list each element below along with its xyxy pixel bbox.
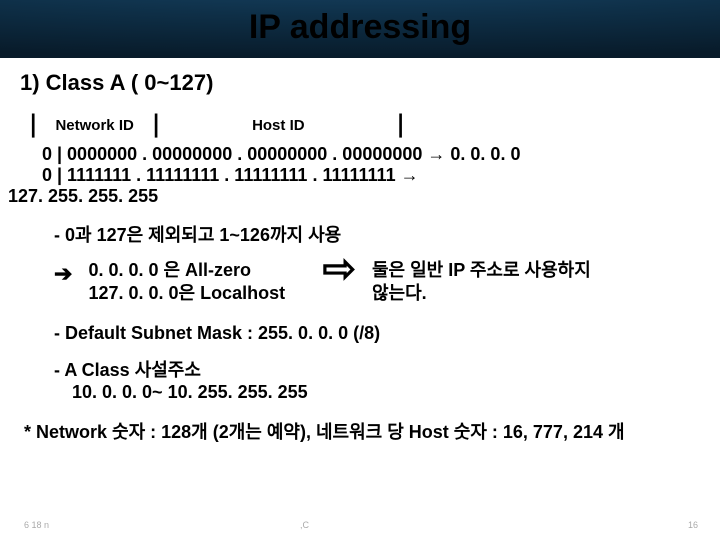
pipe-divider: | bbox=[393, 110, 407, 138]
allzero-line: 0. 0. 0. 0 은 All-zero bbox=[88, 259, 308, 282]
reserved-addresses-row: ➔ 0. 0. 0. 0 은 All-zero 127. 0. 0. 0은 Lo… bbox=[54, 259, 700, 304]
reserved-left-column: 0. 0. 0. 0 은 All-zero 127. 0. 0. 0은 Loca… bbox=[88, 259, 308, 304]
network-host-count: * Network 숫자 : 128개 (2개는 예약), 네트워크 당 Hos… bbox=[24, 418, 700, 444]
usage-range-note: - 0과 127은 제외되고 1~126까지 사용 bbox=[54, 221, 700, 247]
binary-line-1: 0 | 0000000 . 00000000 . 00000000 . 0000… bbox=[42, 144, 700, 165]
footer-smudge-mid: ,C bbox=[300, 520, 309, 530]
reserved-right-2: 않는다. bbox=[372, 282, 591, 305]
page-title: IP addressing bbox=[0, 8, 720, 47]
slide: IP addressing 1) Class A ( 0~127) | Netw… bbox=[0, 0, 720, 540]
private-address-note: - A Class 사설주소 10. 0. 0. 0~ 10. 255. 255… bbox=[54, 359, 700, 404]
reserved-right-column: 둘은 일반 IP 주소로 사용하지 않는다. bbox=[372, 259, 591, 304]
reserved-right-1: 둘은 일반 IP 주소로 사용하지 bbox=[372, 259, 591, 282]
arrow-icon: → bbox=[401, 165, 419, 185]
binary-line-2: 0 | 1111111 . 11111111 . 11111111 . 1111… bbox=[42, 165, 700, 186]
binary-result-1: 0. 0. 0. 0 bbox=[445, 144, 520, 164]
private-line-2: 10. 0. 0. 0~ 10. 255. 255. 255 bbox=[72, 381, 700, 404]
footer-smudge-right: 16 bbox=[688, 520, 698, 530]
content-area: 1) Class A ( 0~127) | Network ID | Host … bbox=[20, 70, 700, 444]
binary-result-line: 127. 255. 255. 255 bbox=[8, 186, 700, 207]
localhost-line: 127. 0. 0. 0은 Localhost bbox=[88, 282, 308, 305]
binary-prefix-1: 0 | 0000000 . 00000000 . 00000000 . 0000… bbox=[42, 144, 427, 164]
arrow-outline-icon: ⇨ bbox=[322, 253, 356, 285]
arrow-icon: → bbox=[427, 144, 445, 164]
private-line-1: - A Class 사설주소 bbox=[54, 359, 700, 382]
id-label-row: | Network ID | Host ID | bbox=[26, 110, 700, 138]
binary-prefix-2: 0 | 1111111 . 11111111 . 11111111 . 1111… bbox=[42, 165, 401, 185]
host-id-label: Host ID bbox=[252, 117, 305, 134]
subnet-mask-note: - Default Subnet Mask : 255. 0. 0. 0 (/8… bbox=[54, 322, 700, 345]
section-title: 1) Class A ( 0~127) bbox=[20, 70, 700, 96]
network-id-label: Network ID bbox=[55, 117, 133, 134]
arrow-solid-icon: ➔ bbox=[54, 259, 72, 285]
pipe-divider: | bbox=[149, 110, 163, 138]
pipe-divider: | bbox=[26, 110, 40, 138]
footer-smudge-left: 6 18 n bbox=[24, 520, 49, 530]
